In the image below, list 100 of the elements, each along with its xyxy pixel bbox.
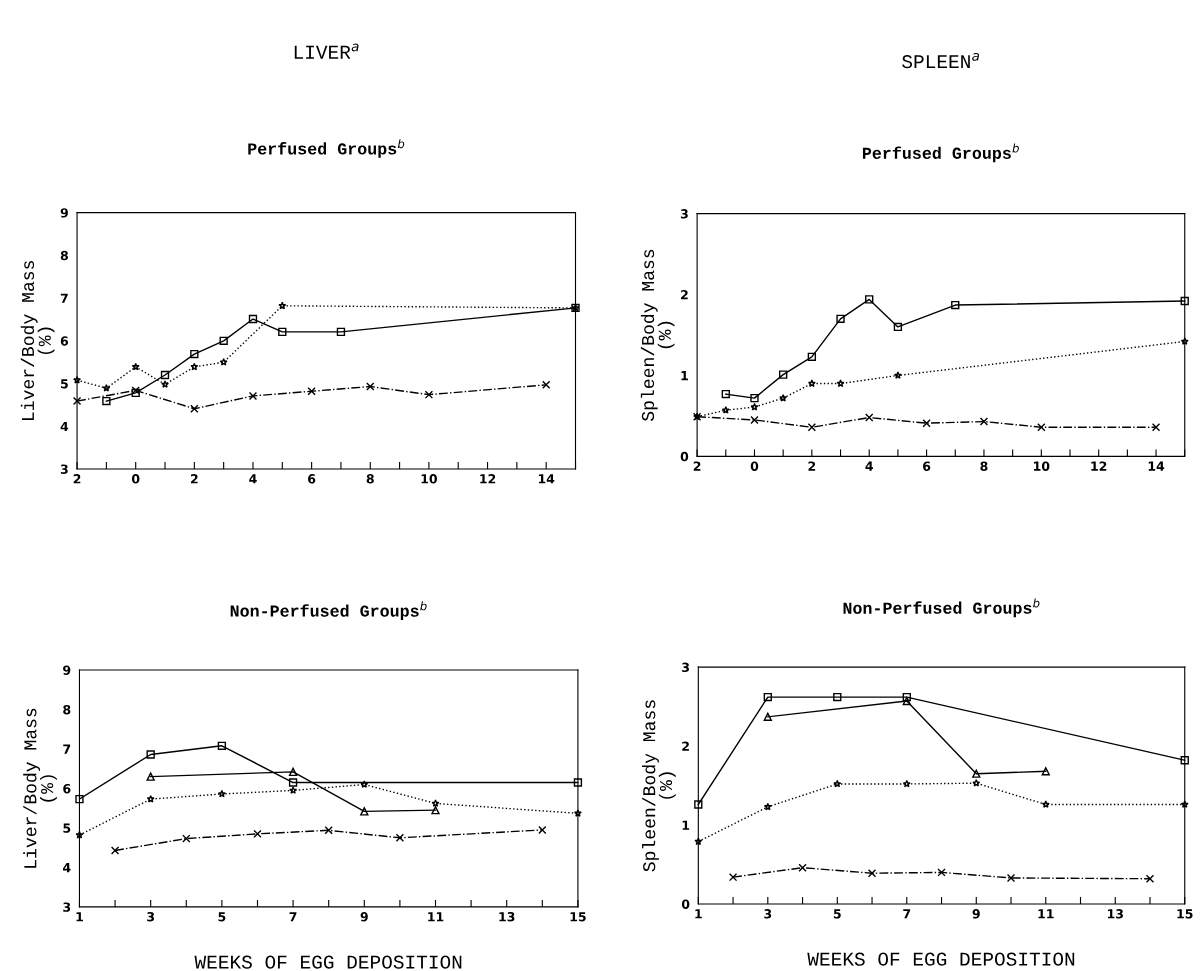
x-tick-label: 10 xyxy=(1034,461,1050,471)
x-tick-label: 6 xyxy=(923,461,931,471)
point xyxy=(763,712,772,721)
y-axis-title: Spleen/Body Mass (%) xyxy=(640,249,675,421)
point xyxy=(779,393,788,402)
point xyxy=(146,772,155,781)
y-tick-label: 4 xyxy=(63,863,71,873)
point xyxy=(763,692,772,702)
point xyxy=(902,692,911,702)
x-tick-label: 14 xyxy=(1148,461,1165,471)
point xyxy=(1145,874,1155,883)
point xyxy=(161,380,170,388)
point xyxy=(721,406,730,414)
point xyxy=(131,362,140,371)
chart-title: Non-Perfused Groups$^{b}$ xyxy=(230,601,427,621)
point xyxy=(131,388,140,398)
point xyxy=(865,295,874,304)
point xyxy=(833,692,842,702)
x-tick-label: 6 xyxy=(308,474,316,484)
point xyxy=(289,786,298,794)
x-tick-label: 10 xyxy=(421,474,438,484)
x-tick-label: 4 xyxy=(249,474,257,484)
point xyxy=(763,802,772,811)
point xyxy=(1180,337,1189,345)
y-tick-label: 4 xyxy=(60,421,69,432)
x-tick-label: 14 xyxy=(538,474,555,484)
point xyxy=(750,393,759,403)
y-tick-label: 1 xyxy=(682,820,690,830)
point xyxy=(798,863,807,872)
y-tick-label: 8 xyxy=(63,704,71,715)
x-tick-label: 5 xyxy=(218,912,226,922)
point xyxy=(721,389,730,399)
point xyxy=(75,794,84,804)
point xyxy=(833,779,842,788)
point xyxy=(307,387,316,396)
x-tick-label: 2 xyxy=(693,461,701,471)
point xyxy=(431,799,440,807)
point xyxy=(807,379,816,388)
point xyxy=(75,830,84,839)
point xyxy=(146,794,155,803)
point xyxy=(219,358,228,366)
point xyxy=(807,352,817,362)
y-tick-label: 9 xyxy=(63,665,71,675)
chart-subtitle: Perfused Groups$^{b}$ xyxy=(248,139,405,158)
y-tick-label: 1 xyxy=(681,371,688,381)
point xyxy=(694,837,703,846)
x-tick-label: 4 xyxy=(865,461,873,471)
y-tick-label: 0 xyxy=(681,899,690,909)
y-tick-label: 3 xyxy=(682,662,689,672)
point xyxy=(248,314,258,324)
point xyxy=(102,384,111,392)
point xyxy=(190,349,199,359)
x-tick-label: 3 xyxy=(764,909,772,919)
point xyxy=(336,327,346,337)
point xyxy=(360,807,369,816)
point xyxy=(288,778,298,787)
x-tick-label: 15 xyxy=(570,912,586,922)
x-tick-label: 8 xyxy=(980,461,988,471)
point xyxy=(902,779,911,788)
x-tick-label: 5 xyxy=(833,909,841,919)
point xyxy=(694,800,703,809)
point xyxy=(750,402,759,411)
point xyxy=(951,300,960,310)
point xyxy=(1037,423,1046,432)
point xyxy=(542,380,551,389)
y-tick-label: 3 xyxy=(680,209,688,219)
point xyxy=(360,780,369,789)
x-tick-label: 7 xyxy=(903,909,911,919)
chart-title: LIVER$^{a}$ xyxy=(294,43,359,59)
point xyxy=(1041,800,1050,808)
x-tick-label: 15 xyxy=(1177,909,1193,919)
point xyxy=(1180,800,1189,808)
y-axis-title: Spleen/Body Mass (%) xyxy=(642,700,676,872)
y-tick-label: 7 xyxy=(63,744,71,754)
x-axis-title: WEEKS OF EGG DEPOSITION xyxy=(807,952,1075,966)
point xyxy=(110,846,120,855)
y-tick-label: 5 xyxy=(63,823,71,833)
point xyxy=(893,371,902,379)
point xyxy=(893,322,903,332)
point xyxy=(972,779,981,787)
point xyxy=(972,769,981,778)
point xyxy=(922,419,931,428)
point xyxy=(836,379,845,388)
point xyxy=(573,809,582,817)
x-tick-label: 7 xyxy=(289,912,297,922)
point xyxy=(573,778,583,787)
point xyxy=(902,696,911,706)
point xyxy=(750,415,759,425)
point xyxy=(431,806,440,815)
y-tick-label: 2 xyxy=(682,741,689,751)
point xyxy=(538,825,547,835)
x-tick-label: 1 xyxy=(695,909,702,919)
point xyxy=(288,767,298,777)
point xyxy=(253,829,262,839)
point xyxy=(160,370,170,380)
point xyxy=(219,336,228,345)
x-tick-label: 2 xyxy=(73,474,81,484)
point xyxy=(217,789,226,798)
x-axis-title: WEEKS OF EGG DEPOSITION xyxy=(194,955,462,969)
y-tick-label: 3 xyxy=(63,902,71,912)
